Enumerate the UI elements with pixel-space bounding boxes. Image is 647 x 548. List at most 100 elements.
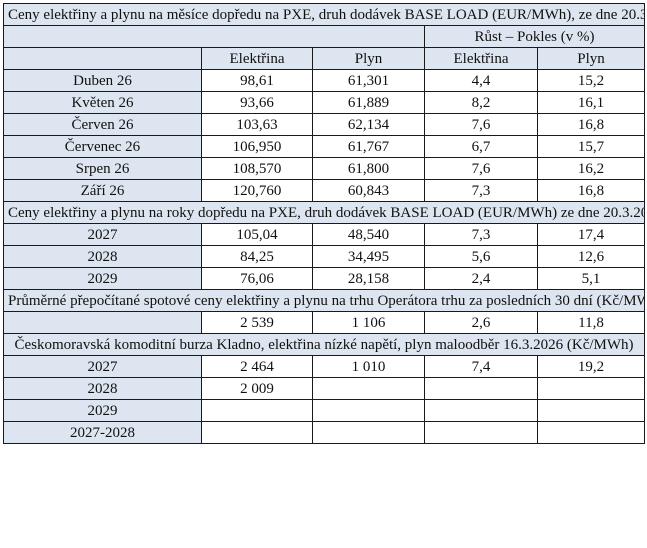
row-label: 2027-2028 (3, 421, 202, 444)
gas-price: 61,889 (312, 91, 425, 114)
gas-price: 60,843 (312, 179, 425, 202)
electricity-change: 8,2 (424, 91, 538, 114)
electricity-change: 7,4 (424, 355, 538, 378)
gas-change (536, 377, 646, 400)
gas-price: 61,800 (312, 157, 425, 180)
electricity-price: 106,950 (201, 135, 313, 158)
monthly-title-row: Ceny elektřiny a plynu na měsíce dopředu… (2, 3, 646, 26)
gas-change: 19,2 (536, 355, 646, 378)
gas-change: 16,8 (536, 113, 646, 136)
row-label: 2029 (3, 399, 202, 422)
row-label: Září 26 (3, 179, 202, 202)
table-row: 2029 (3, 399, 646, 422)
gas-change: 17,4 (536, 223, 646, 246)
electricity-price: 120,760 (201, 179, 313, 202)
electricity-change: 2,4 (424, 267, 538, 290)
electricity-change: 7,3 (424, 223, 538, 246)
electricity-price: 2 464 (201, 355, 313, 378)
table-row: 2027-2028 (3, 421, 646, 444)
table-row: 2 539 1 106 2,6 11,8 (3, 311, 646, 334)
yearly-section-title: Ceny elektřiny a plynu na roky dopředu n… (2, 201, 646, 224)
electricity-price (201, 421, 313, 444)
spot-section-title: Průměrné přepočítané spotové ceny elektř… (2, 289, 646, 312)
electricity-price: 76,06 (201, 267, 313, 290)
blank-label-header (3, 47, 202, 70)
gas-price: 34,495 (312, 245, 425, 268)
gas-price: 1 010 (312, 355, 425, 378)
electricity-change: 4,4 (424, 69, 538, 92)
col-header-gas-change: Plyn (536, 47, 646, 70)
monthly-section-title: Ceny elektřiny a plynu na měsíce dopředu… (2, 3, 646, 26)
change-header-row: Růst – Pokles (v %) (3, 25, 646, 48)
electricity-change (424, 399, 538, 422)
gas-change: 16,1 (536, 91, 646, 114)
table-row: Srpen 26 108,570 61,800 7,6 16,2 (3, 157, 646, 180)
gas-change: 5,1 (536, 267, 646, 290)
gas-price: 61,767 (312, 135, 425, 158)
row-label: 2027 (3, 223, 202, 246)
table-row: 2028 2 009 (3, 377, 646, 400)
row-label: Červen 26 (3, 113, 202, 136)
gas-price (312, 421, 425, 444)
gas-price: 28,158 (312, 267, 425, 290)
table-row: Červenec 26 106,950 61,767 6,7 15,7 (3, 135, 646, 158)
yearly-title-row: Ceny elektřiny a plynu na roky dopředu n… (2, 201, 646, 224)
gas-change: 16,2 (536, 157, 646, 180)
row-label: 2028 (3, 377, 202, 400)
row-label: Květen 26 (3, 91, 202, 114)
table-row: 2029 76,06 28,158 2,4 5,1 (3, 267, 646, 290)
gas-change (536, 399, 646, 422)
electricity-price: 93,66 (201, 91, 313, 114)
gas-price: 62,134 (312, 113, 425, 136)
electricity-change: 5,6 (424, 245, 538, 268)
gas-price (312, 399, 425, 422)
electricity-price: 108,570 (201, 157, 313, 180)
row-label: Srpen 26 (3, 157, 202, 180)
electricity-price: 2 009 (201, 377, 313, 400)
electricity-price: 84,25 (201, 245, 313, 268)
electricity-change: 7,6 (424, 113, 538, 136)
table-row: 2027 105,04 48,540 7,3 17,4 (3, 223, 646, 246)
gas-price: 48,540 (312, 223, 425, 246)
row-label: Duben 26 (3, 69, 202, 92)
electricity-change (424, 377, 538, 400)
col-header-electricity: Elektřina (201, 47, 313, 70)
blank-header-cell (3, 25, 425, 48)
electricity-change: 7,6 (424, 157, 538, 180)
gas-change: 15,2 (536, 69, 646, 92)
cmkb-section-title: Českomoravská komoditní burza Kladno, el… (2, 333, 646, 356)
table-row: 2027 2 464 1 010 7,4 19,2 (3, 355, 646, 378)
table-row: 2028 84,25 34,495 5,6 12,6 (3, 245, 646, 268)
gas-price: 1 106 (312, 311, 425, 334)
table-row: Září 26 120,760 60,843 7,3 16,8 (3, 179, 646, 202)
col-header-gas: Plyn (312, 47, 425, 70)
gas-change (536, 421, 646, 444)
gas-change: 12,6 (536, 245, 646, 268)
row-label: 2027 (3, 355, 202, 378)
spot-title-row: Průměrné přepočítané spotové ceny elektř… (2, 289, 646, 312)
energy-prices-table: Ceny elektřiny a plynu na měsíce dopředu… (2, 3, 646, 444)
electricity-price: 2 539 (201, 311, 313, 334)
change-header: Růst – Pokles (v %) (423, 25, 646, 48)
electricity-price (201, 399, 313, 422)
row-label: 2029 (3, 267, 202, 290)
gas-price (312, 377, 425, 400)
gas-change: 16,8 (536, 179, 646, 202)
table-row: Červen 26 103,63 62,134 7,6 16,8 (3, 113, 646, 136)
electricity-change: 7,3 (424, 179, 538, 202)
row-label (3, 311, 202, 334)
electricity-change: 2,6 (424, 311, 538, 334)
electricity-change: 6,7 (424, 135, 538, 158)
row-label: Červenec 26 (3, 135, 202, 158)
cmkb-title-row: Českomoravská komoditní burza Kladno, el… (2, 333, 646, 356)
col-header-electricity-change: Elektřina (424, 47, 538, 70)
table-row: Květen 26 93,66 61,889 8,2 16,1 (3, 91, 646, 114)
gas-change: 11,8 (536, 311, 646, 334)
gas-change: 15,7 (536, 135, 646, 158)
column-header-row: Elektřina Plyn Elektřina Plyn (3, 47, 646, 70)
electricity-price: 103,63 (201, 113, 313, 136)
row-label: 2028 (3, 245, 202, 268)
electricity-change (424, 421, 538, 444)
gas-price: 61,301 (312, 69, 425, 92)
table-row: Duben 26 98,61 61,301 4,4 15,2 (3, 69, 646, 92)
